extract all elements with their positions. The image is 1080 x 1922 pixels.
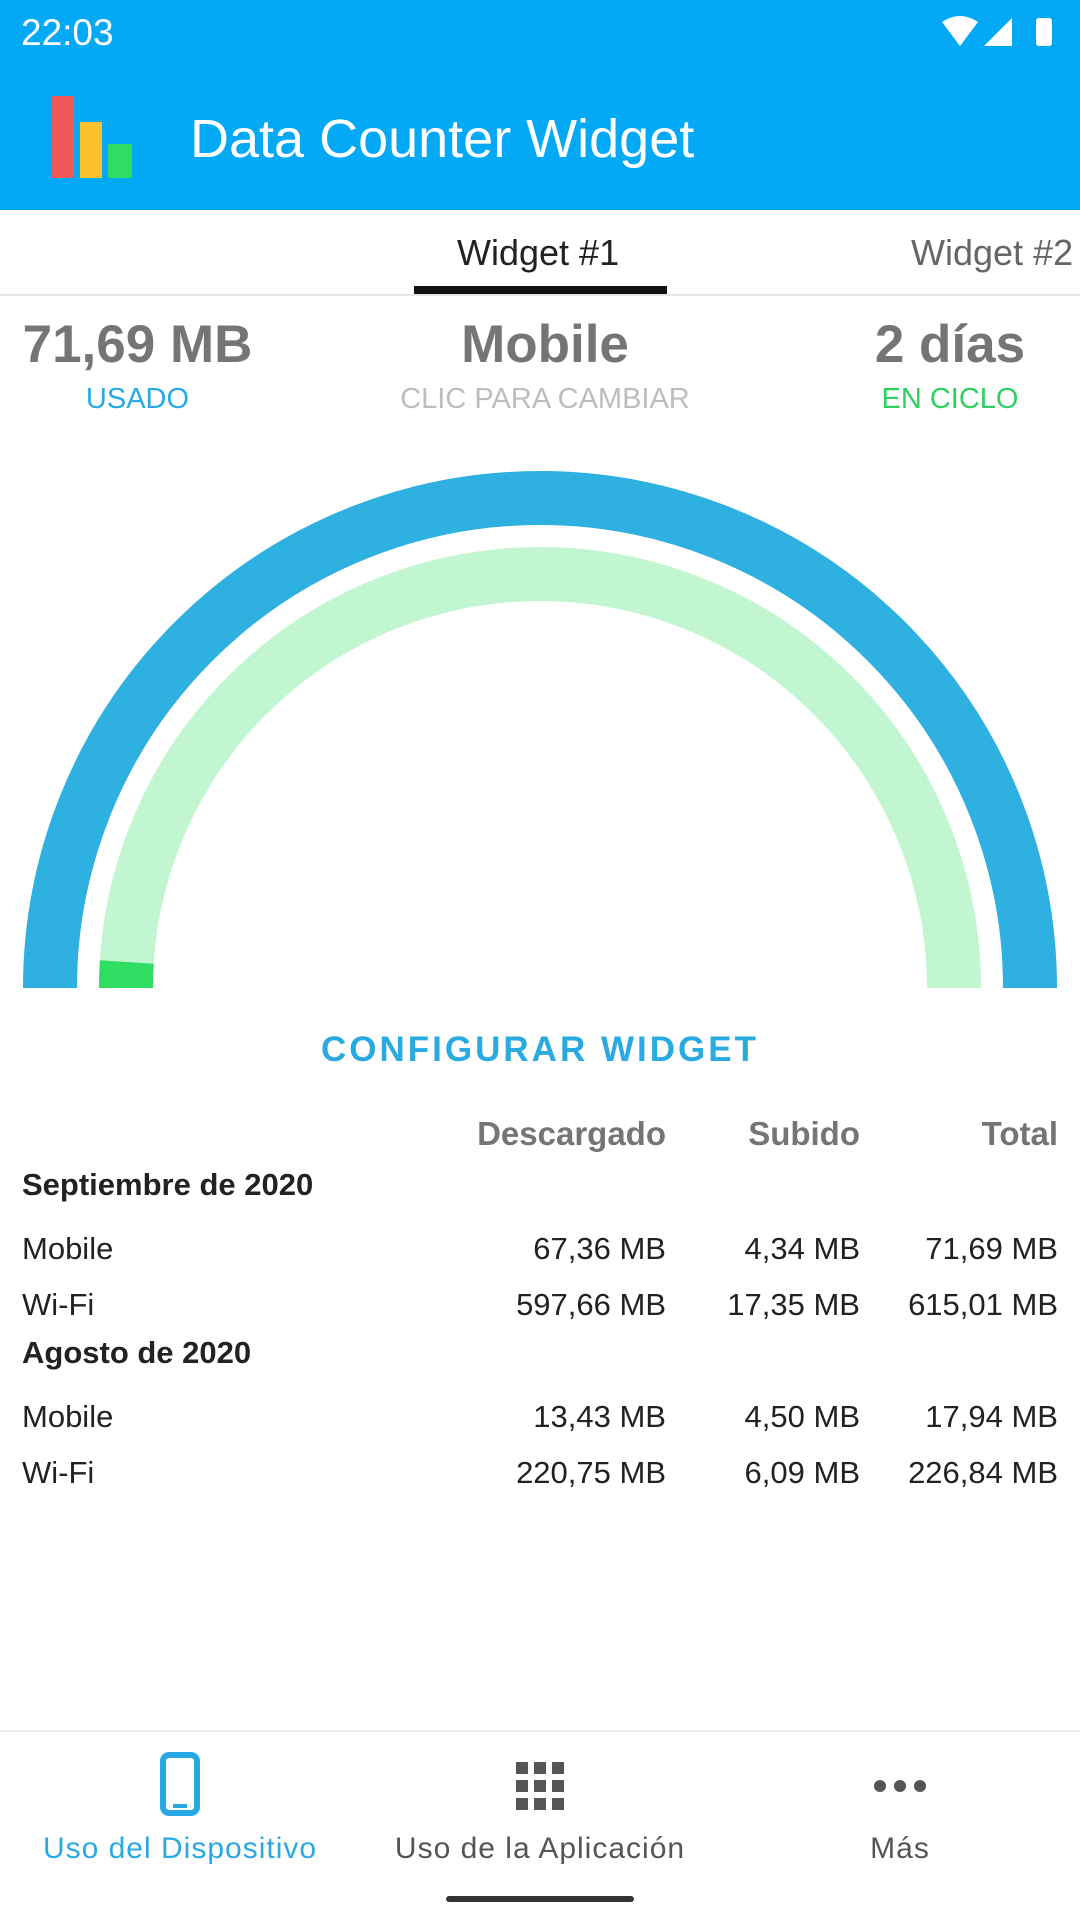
header-uploaded: Subido [748, 1115, 860, 1152]
tab-widget-2[interactable]: Widget #2 [911, 232, 1074, 273]
usage-gauge [23, 471, 1057, 989]
row-total: 226,84 MB [908, 1455, 1058, 1490]
table-row: Wi-Fi 220,75 MB 6,09 MB 226,84 MB [22, 1447, 1058, 1503]
app-title: Data Counter Widget [190, 109, 695, 169]
row-name: Wi-Fi [22, 1455, 95, 1490]
month-label: Septiembre de 2020 [22, 1167, 314, 1202]
phone-icon [160, 1752, 200, 1816]
grid-icon [516, 1762, 564, 1810]
status-icons [942, 16, 1052, 46]
inner-arc-fill [99, 960, 154, 989]
days-label: EN CICLO [881, 383, 1019, 415]
row-total: 615,01 MB [908, 1287, 1058, 1322]
row-total: 17,94 MB [925, 1399, 1058, 1434]
inner-arc-track [99, 547, 981, 989]
table-header: Descargado Subido Total [22, 1115, 1058, 1167]
home-indicator[interactable] [446, 1896, 634, 1902]
used-value: 71,69 MB [22, 315, 253, 374]
header-total: Total [981, 1115, 1058, 1152]
row-uploaded: 6,09 MB [744, 1455, 860, 1490]
row-downloaded: 220,75 MB [516, 1455, 666, 1490]
nav-label: Más [870, 1832, 930, 1865]
table-row: Wi-Fi 597,66 MB 17,35 MB 615,01 MB [22, 1279, 1058, 1335]
configure-widget-button[interactable]: CONFIGURAR WIDGET [321, 1030, 759, 1069]
month-label: Agosto de 2020 [22, 1335, 252, 1370]
app-bar: 22:03 Data Counter Widget [0, 0, 1080, 210]
row-uploaded: 17,35 MB [727, 1287, 860, 1322]
row-total: 71,69 MB [925, 1231, 1058, 1266]
row-downloaded: 67,36 MB [533, 1231, 666, 1266]
month-heading: Agosto de 2020 [22, 1335, 1058, 1391]
row-uploaded: 4,50 MB [744, 1399, 860, 1434]
battery-icon [1036, 18, 1052, 46]
month-heading: Septiembre de 2020 [22, 1167, 1058, 1223]
nav-label: Uso de la Aplicación [394, 1832, 686, 1865]
status-time: 22:03 [21, 12, 114, 53]
used-stat: 71,69 MB USADO [20, 313, 255, 419]
nav-more[interactable]: Más [800, 1752, 1000, 1866]
table-row: Mobile 13,43 MB 4,50 MB 17,94 MB [22, 1391, 1058, 1447]
usage-table: Descargado Subido Total Septiembre de 20… [22, 1115, 1058, 1503]
nav-app-usage[interactable]: Uso de la Aplicación [360, 1752, 720, 1866]
bottom-navigation: Uso del Dispositivo Uso de la Aplicación… [0, 1730, 1080, 1922]
row-name: Mobile [22, 1231, 114, 1266]
used-label: USADO [85, 383, 190, 415]
widget-tabs: Widget #1 Widget #2 [0, 210, 1080, 296]
wifi-icon [942, 16, 978, 46]
table-row: Mobile 67,36 MB 4,34 MB 71,69 MB [22, 1223, 1058, 1279]
nav-label: Uso del Dispositivo [42, 1832, 318, 1865]
row-downloaded: 13,43 MB [533, 1399, 666, 1434]
outer-arc [23, 471, 1057, 989]
tab-widget-1[interactable]: Widget #1 [457, 232, 620, 273]
row-downloaded: 597,66 MB [516, 1287, 666, 1322]
signal-icon [984, 18, 1012, 46]
header-downloaded: Descargado [477, 1115, 666, 1152]
app-logo-icon [52, 96, 132, 178]
days-stat: 2 días EN CICLO [860, 313, 1040, 419]
row-uploaded: 4,34 MB [744, 1231, 860, 1266]
tab-indicator [414, 286, 667, 294]
more-icon [874, 1780, 926, 1792]
nav-device-usage[interactable]: Uso del Dispositivo [20, 1752, 340, 1866]
network-hint: CLIC PARA CAMBIAR [400, 383, 690, 415]
network-switch[interactable]: Mobile CLIC PARA CAMBIAR [380, 313, 710, 419]
row-name: Mobile [22, 1399, 114, 1434]
days-value: 2 días [874, 315, 1026, 374]
network-value[interactable]: Mobile [461, 315, 629, 374]
row-name: Wi-Fi [22, 1287, 95, 1322]
